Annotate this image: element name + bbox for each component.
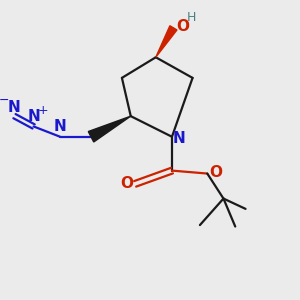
Text: +: + <box>37 104 48 117</box>
Polygon shape <box>156 26 177 57</box>
Text: N: N <box>54 119 67 134</box>
Text: O: O <box>209 165 222 180</box>
Polygon shape <box>88 116 131 142</box>
Text: O: O <box>120 176 133 191</box>
Text: N: N <box>27 109 40 124</box>
Text: O: O <box>176 19 189 34</box>
Text: −: − <box>0 94 9 106</box>
Text: N: N <box>8 100 21 115</box>
Text: H: H <box>186 11 196 24</box>
Text: N: N <box>173 131 186 146</box>
